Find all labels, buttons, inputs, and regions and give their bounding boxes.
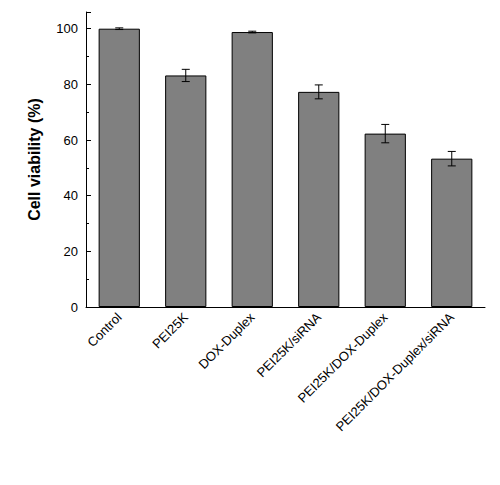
svg-text:100: 100 <box>56 21 78 36</box>
svg-text:PEI25K: PEI25K <box>149 309 191 351</box>
svg-text:Control: Control <box>84 310 124 350</box>
svg-text:40: 40 <box>64 188 78 203</box>
svg-text:20: 20 <box>64 244 78 259</box>
svg-text:DOX-Duplex: DOX-Duplex <box>195 309 257 371</box>
svg-text:0: 0 <box>71 300 78 315</box>
svg-text:80: 80 <box>64 77 78 92</box>
svg-text:Cell viability (%): Cell viability (%) <box>26 98 43 221</box>
svg-text:PEI25K/DOX-Duplex/siRNA: PEI25K/DOX-Duplex/siRNA <box>333 309 458 434</box>
svg-text:PEI25K/siRNA: PEI25K/siRNA <box>254 309 325 380</box>
svg-text:60: 60 <box>64 133 78 148</box>
